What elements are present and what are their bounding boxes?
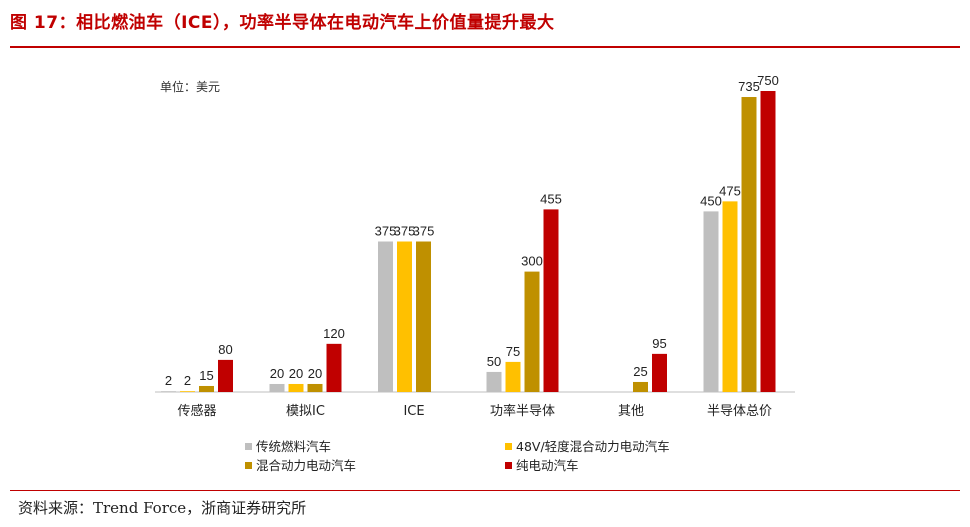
bar-series-1-category-3 xyxy=(505,361,521,392)
value-label: 20 xyxy=(270,366,284,381)
bar-series-1-category-1 xyxy=(288,383,304,392)
legend-label: 传统燃料汽车 xyxy=(256,439,331,454)
bar-series-3-category-3 xyxy=(543,209,559,392)
value-label: 455 xyxy=(540,191,562,206)
value-label: 475 xyxy=(719,183,741,198)
bar-series-3-category-0 xyxy=(218,359,233,392)
source-rule xyxy=(10,490,960,491)
legend-label: 混合动力电动汽车 xyxy=(256,458,356,473)
bar-series-1-category-0 xyxy=(180,391,195,392)
value-label: 735 xyxy=(738,79,760,94)
unit-label: 单位：美元 xyxy=(160,79,220,94)
bar-series-3-category-4 xyxy=(652,353,667,392)
bar-series-0-category-0 xyxy=(161,391,176,392)
value-label: 375 xyxy=(375,224,397,239)
bar-series-3-category-1 xyxy=(326,343,342,392)
value-label: 25 xyxy=(633,364,647,379)
legend-label: 纯电动汽车 xyxy=(516,458,579,473)
legend-label: 48V/轻度混合动力电动汽车 xyxy=(516,439,670,454)
category-label: ICE xyxy=(403,404,424,419)
value-label: 450 xyxy=(700,193,722,208)
bar-series-1-category-2 xyxy=(397,241,412,392)
value-label: 20 xyxy=(308,366,322,381)
bar-series-2-category-3 xyxy=(524,271,540,392)
value-label: 75 xyxy=(506,344,520,359)
legend-swatch xyxy=(505,462,512,469)
title-rule xyxy=(10,46,960,48)
bar-series-2-category-4 xyxy=(633,381,648,392)
value-label: 15 xyxy=(199,368,213,383)
category-label: 其他 xyxy=(618,404,644,419)
bar-series-1-category-5 xyxy=(722,201,738,392)
value-label: 50 xyxy=(487,354,501,369)
category-labels-group: 传感器 模拟IC ICE 功率半导体 其他 半导体总价 xyxy=(177,403,772,419)
category-label: 半导体总价 xyxy=(707,404,772,419)
value-label: 20 xyxy=(289,366,303,381)
category-label: 功率半导体 xyxy=(490,403,555,419)
source-note: 资料来源：Trend Force，浙商证券研究所 xyxy=(18,499,307,517)
value-label: 2 xyxy=(165,373,172,388)
value-label: 120 xyxy=(323,326,345,341)
bar-series-0-category-2 xyxy=(378,241,393,392)
category-label: 传感器 xyxy=(177,403,216,419)
bar-series-2-category-5 xyxy=(741,97,757,393)
bar-series-0-category-5 xyxy=(703,211,719,392)
figure-title: 图 17：相比燃油车（ICE），功率半导体在电动汽车上价值量提升最大 xyxy=(10,13,555,33)
category-label: 模拟IC xyxy=(286,404,325,419)
value-label: 2 xyxy=(184,373,191,388)
legend-swatch xyxy=(245,462,252,469)
bars-group xyxy=(161,91,776,393)
value-label: 95 xyxy=(652,336,666,351)
bar-series-2-category-1 xyxy=(307,383,323,392)
legend-swatch xyxy=(505,443,512,450)
bar-series-2-category-2 xyxy=(416,241,431,392)
value-label: 750 xyxy=(757,73,779,88)
legend-swatch xyxy=(245,443,252,450)
value-label: 375 xyxy=(413,224,435,239)
bar-series-2-category-0 xyxy=(199,385,214,392)
value-label: 375 xyxy=(394,224,416,239)
bar-series-0-category-1 xyxy=(269,383,285,392)
value-label: 300 xyxy=(521,254,543,269)
bar-series-3-category-5 xyxy=(760,91,776,392)
bar-series-0-category-3 xyxy=(486,371,502,392)
value-label: 80 xyxy=(218,342,232,357)
